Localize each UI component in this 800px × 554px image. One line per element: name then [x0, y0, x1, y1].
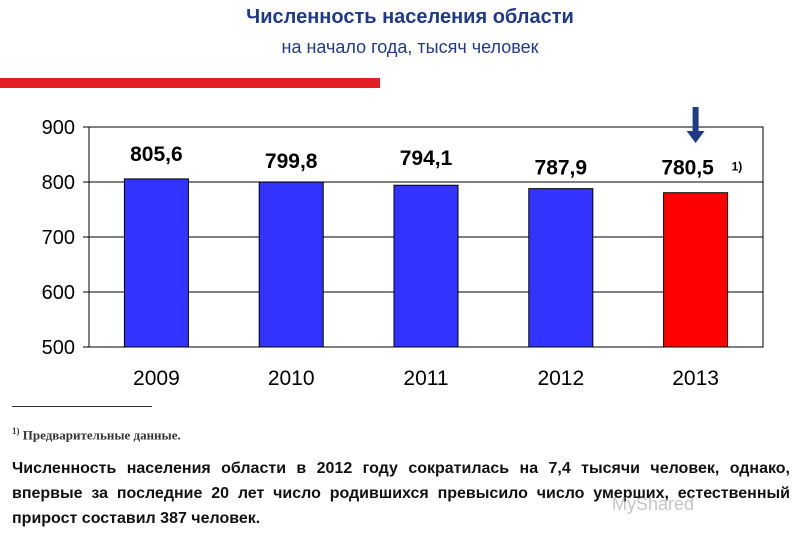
page-title: Численность населения области	[246, 6, 574, 28]
bar-2009	[123, 178, 189, 348]
bar-2012	[528, 188, 594, 348]
y-tick-label: 600	[42, 282, 75, 304]
y-tick-label: 500	[42, 337, 75, 359]
footnote-text: Предварительные данные.	[22, 427, 181, 443]
bar-2013	[663, 192, 729, 348]
red-divider	[0, 78, 380, 88]
footnote-divider	[12, 406, 152, 407]
y-tick-label: 800	[42, 172, 75, 194]
page-subtitle: на начало года, тысяч человек	[281, 37, 539, 57]
value-label: 805,6	[130, 143, 183, 166]
x-tick-label: 2009	[133, 367, 180, 390]
summary-text: Численность населения области в 2012 год…	[12, 460, 790, 527]
footnote-marker: 1)	[12, 426, 20, 436]
value-label: 787,9	[535, 157, 588, 180]
x-tick-label: 2012	[537, 367, 584, 390]
down-arrow-icon	[686, 131, 705, 143]
population-bar-chart: 500 600 700 800 900 805,6 2009 799,8 2010 794,1 20…	[42, 107, 764, 390]
x-tick-label: 2013	[672, 367, 719, 390]
bar-2011	[393, 184, 459, 348]
arrow-shaft	[692, 107, 699, 133]
x-tick-label: 2010	[268, 367, 315, 390]
value-label: 794,1	[400, 147, 453, 170]
value-label: 780,5	[661, 157, 714, 180]
value-label: 799,8	[265, 150, 318, 173]
watermark: MyShared	[612, 494, 695, 514]
value-footnote-marker: 1)	[732, 160, 743, 174]
bar-2010	[258, 181, 324, 348]
y-tick-label: 900	[42, 117, 75, 139]
y-tick-label: 700	[42, 227, 75, 249]
footnote: 1) Предварительные данные.	[12, 426, 181, 443]
x-tick-label: 2011	[403, 367, 448, 390]
